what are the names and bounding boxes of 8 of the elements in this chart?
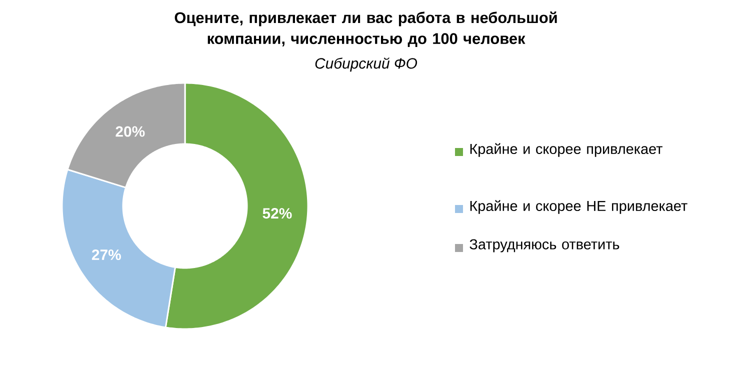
chart-title: Оцените, привлекает ли вас работа в небольшой компании, численностью до 100 человек [174,12,557,48]
legend-label: Крайне и скорее НЕ привлекает [470,200,688,214]
data-label: 27% [92,249,121,260]
data-label: 20% [116,126,145,137]
data-label: 52% [262,208,292,219]
chart-subtitle: Сибирский ФО [315,58,418,72]
legend-label: Затрудняюсь ответить [470,239,620,252]
legend-label: Крайне и скорее привлекает [470,143,662,157]
